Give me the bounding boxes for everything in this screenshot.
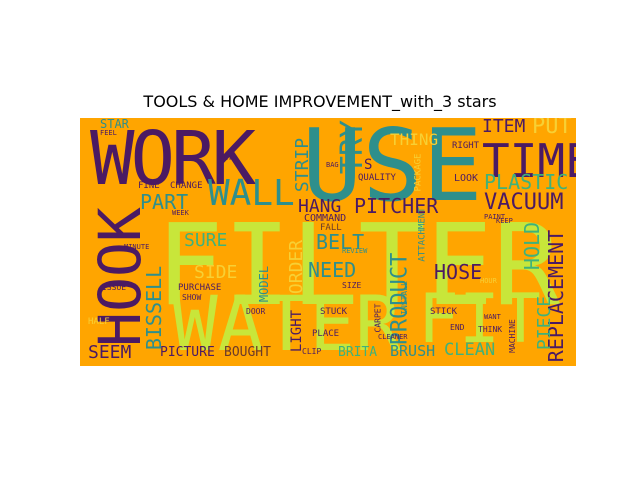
cloud-word: USE [302,118,483,224]
cloud-word: BISSELL [142,265,167,351]
cloud-word: WALL [208,173,295,214]
cloud-word: WANT [484,313,501,321]
cloud-word: PLACE [312,329,340,339]
cloud-word: WEEK [172,209,189,217]
cloud-word: NEED [308,258,357,282]
cloud-word: SEEM [88,342,132,363]
cloud-word: STUCK [320,307,348,317]
cloud-word: FEEL [100,129,117,137]
cloud-word: PITCHER [354,194,439,218]
cloud-word: ISSUE [102,283,127,292]
cloud-word: KEEP [496,217,513,225]
cloud-word: HALF [88,317,110,327]
cloud-word: PART [140,190,189,214]
cloud-word: ITEM [482,118,526,137]
cloud-word: FINE [138,181,160,191]
cloud-word: RIGHT [452,141,480,151]
cloud-word: WORK [90,118,256,202]
cloud-word: REVIEW [342,247,368,255]
cloud-word: HOLD [520,221,545,271]
cloud-word: CLEANER [378,333,408,341]
cloud-word: SHOW [182,293,202,302]
cloud-word: HOUR [480,277,497,285]
cloud-word: STAR [100,118,129,131]
cloud-word: THING [390,130,439,149]
cloud-word: ORDER [286,239,308,295]
cloud-word: STICK [430,307,458,317]
cloud-word: WATER [172,279,401,366]
figure-title: TOOLS & HOME IMPROVEMENT_with_3 stars [143,92,497,111]
cloud-word: MINUTE [124,243,150,251]
cloud-word: DOOR [246,307,266,316]
cloud-word: HOSE [434,260,483,284]
cloud-word: FIT [418,280,541,359]
cloud-word: SIDE [194,262,238,283]
cloud-word: CARPET [373,303,383,333]
cloud-word: END [450,323,465,332]
cloud-word: MACHINE [507,319,517,353]
cloud-word: FALL [320,223,342,233]
cloud-word: MODEL [257,265,272,303]
cloud-word: SIZE [342,281,362,290]
cloud-word: TIME [482,134,576,188]
cloud-word: HANG [298,196,342,217]
cloud-word: QUALITY [358,173,396,183]
cloud-word: BAG [326,161,339,169]
cloud-word: LIGHT [289,309,306,353]
cloud-word: WAY [218,153,233,162]
cloud-word: BELT [316,230,365,254]
cloud-word: INSTALL [399,281,409,315]
cloud-word: THINK [478,325,503,334]
cloud-word: PAINT [484,213,506,221]
cloud-word: STRIP [292,137,314,193]
cloud-word: PIECE [534,295,556,351]
cloud-word: PUT [532,118,572,139]
cloud-word: SURE [184,230,228,251]
cloud-word: ATTACHMENT [417,207,428,262]
cloud-word: CHANGE [170,181,203,191]
cloud-word: BOUGHT [224,345,271,360]
cloud-word: VACUUM [484,190,564,215]
cloud-word: BRUSH [390,342,436,360]
cloud-word: FILTER [156,201,561,331]
word-cloud: USE FILTER WORK WATER HOOK FIT TIME WALL… [80,118,576,366]
cloud-word: PURCHASE [178,283,222,293]
cloud-word: LOOK [454,173,479,184]
cloud-word: BRITA [338,345,378,360]
cloud-word: PLASTIC [484,170,569,194]
cloud-word: CLIP [302,347,322,356]
cloud-word: PICTURE [160,345,215,360]
cloud-word: CLEAN [444,340,496,360]
cloud-word: S [364,157,373,173]
cloud-word: COMMAND [304,213,347,224]
cloud-word: PACKAGE [413,153,424,192]
